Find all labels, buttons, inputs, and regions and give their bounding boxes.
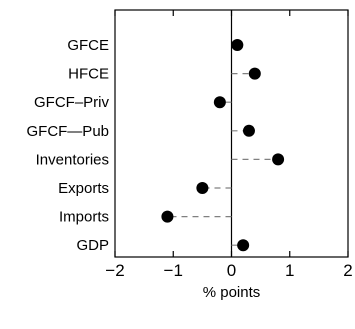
data-point <box>237 239 250 252</box>
x-axis-label: % points <box>203 284 261 301</box>
data-point <box>272 153 285 166</box>
data-point <box>248 67 261 80</box>
x-tick-label: 0 <box>227 261 236 280</box>
data-point <box>196 182 209 194</box>
data-point <box>231 39 244 51</box>
data-point <box>213 96 226 109</box>
category-label: GFCF—Pub <box>26 123 109 140</box>
category-label: Exports <box>58 180 109 197</box>
category-label: GFCE <box>67 37 109 54</box>
data-point <box>242 124 255 137</box>
category-label: Imports <box>59 209 109 226</box>
x-tick-label: −1 <box>164 261 183 280</box>
x-tick-label: −2 <box>105 261 124 280</box>
plot-area: −2 −1 0 1 2 GFCE HFCE GFCF–Priv GFCF—Pub Inventor… <box>26 9 353 280</box>
x-tick-label: 2 <box>343 261 352 280</box>
x-tick-label: 1 <box>285 261 294 280</box>
category-label: Inventories <box>36 151 109 168</box>
category-label: GDP <box>76 237 109 254</box>
category-label: GFCF–Priv <box>34 94 110 111</box>
data-point <box>161 210 174 223</box>
category-label: HFCE <box>68 66 109 83</box>
